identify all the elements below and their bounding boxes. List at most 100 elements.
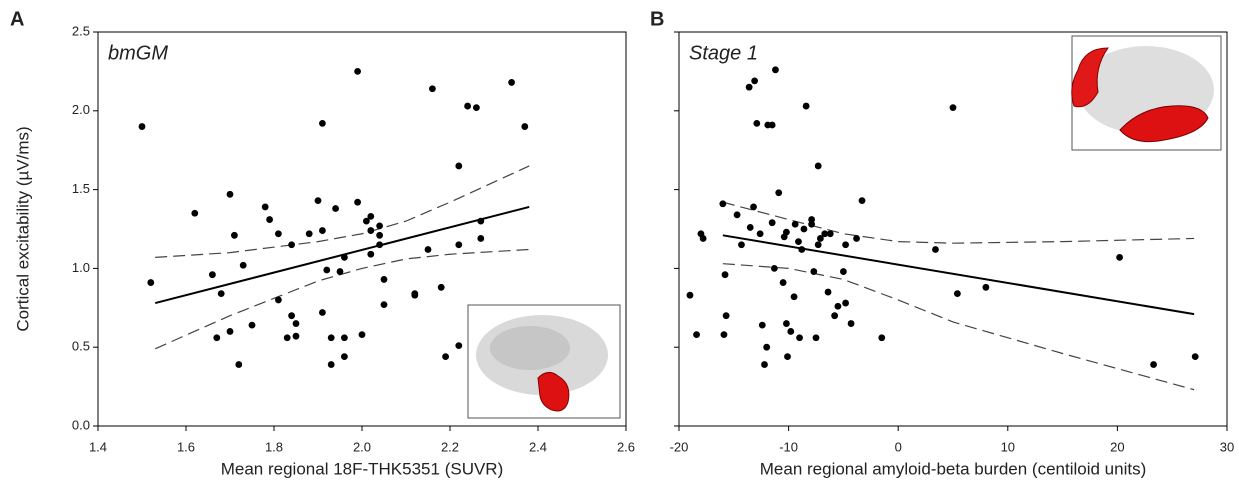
point <box>332 205 339 212</box>
panel-title: Stage 1 <box>689 42 758 64</box>
x-tick-label: 2.2 <box>441 439 459 454</box>
point <box>411 291 419 299</box>
point <box>772 66 779 74</box>
point <box>842 299 849 307</box>
point <box>376 241 383 249</box>
panel: B Stage 1 -20 -10 0 10 20 30 Mean regional amylo… <box>650 8 1234 478</box>
ci-lower <box>154 248 530 350</box>
point <box>367 227 375 234</box>
point <box>319 309 326 316</box>
point <box>275 296 282 304</box>
x-axis-label: Mean regional 18F-THK5351 (SUVR) <box>221 459 504 478</box>
point <box>720 331 728 338</box>
point <box>341 334 348 342</box>
x-tick-label: 30 <box>1220 439 1234 454</box>
point <box>380 276 388 283</box>
x-tick-label: 1.8 <box>265 439 283 454</box>
point <box>719 200 727 208</box>
point <box>949 104 957 112</box>
point <box>327 361 335 368</box>
point <box>790 293 798 301</box>
point <box>358 331 366 338</box>
point <box>455 241 463 249</box>
point <box>226 328 234 335</box>
point <box>473 104 480 112</box>
point <box>314 197 322 205</box>
point <box>834 302 842 310</box>
point <box>424 246 432 253</box>
point <box>763 343 771 351</box>
point <box>775 189 783 197</box>
point <box>779 279 787 286</box>
point <box>217 290 225 298</box>
point <box>784 353 791 361</box>
point <box>787 328 795 335</box>
point <box>693 331 700 338</box>
point <box>341 253 348 261</box>
ci-upper <box>722 201 1195 244</box>
point <box>840 268 847 275</box>
point <box>288 241 295 249</box>
point <box>750 203 757 211</box>
point <box>327 334 335 342</box>
point <box>802 102 810 110</box>
point <box>808 216 816 223</box>
point <box>686 291 694 299</box>
point <box>746 224 754 231</box>
point <box>800 225 808 233</box>
y-tick-label: 1.5 <box>72 181 90 196</box>
point <box>842 241 849 249</box>
y-axis-label: Cortical excitability (µV/ms) <box>13 126 32 331</box>
point <box>376 222 383 230</box>
x-tick-label: -10 <box>779 439 798 454</box>
y-tick-label: 2.0 <box>72 102 90 117</box>
point <box>768 219 776 227</box>
point <box>319 227 326 234</box>
plot-frame <box>678 31 1228 427</box>
point <box>783 228 790 236</box>
point <box>239 261 247 269</box>
ci-lower <box>722 263 1195 391</box>
point <box>768 121 776 129</box>
point <box>354 198 361 206</box>
point <box>231 231 238 239</box>
point <box>1150 361 1157 368</box>
point <box>858 197 866 205</box>
point <box>699 235 707 242</box>
point <box>770 265 778 272</box>
x-tick-label: 0 <box>895 439 902 454</box>
point <box>1191 353 1199 361</box>
point <box>733 211 741 219</box>
point <box>796 334 803 342</box>
point <box>464 102 471 110</box>
point <box>376 231 383 239</box>
point <box>751 77 759 85</box>
point <box>213 334 221 342</box>
point <box>1116 253 1123 261</box>
point <box>932 246 939 253</box>
point <box>477 235 485 242</box>
point <box>354 68 361 75</box>
point <box>761 361 768 368</box>
point <box>982 283 990 291</box>
point <box>248 321 256 329</box>
y-tick-label: 2.5 <box>72 23 90 38</box>
point <box>808 220 816 228</box>
point <box>209 271 216 279</box>
point <box>288 312 295 320</box>
point <box>721 271 729 279</box>
point <box>363 217 370 225</box>
point <box>191 209 199 217</box>
point <box>798 246 806 253</box>
point <box>367 212 375 220</box>
point <box>791 220 799 228</box>
point <box>810 268 818 275</box>
point <box>336 268 344 275</box>
point <box>226 190 234 198</box>
point <box>521 123 529 130</box>
point <box>138 123 146 130</box>
point <box>812 334 820 342</box>
x-axis-label: Mean regional amyloid-beta burden (centi… <box>760 459 1147 478</box>
point <box>319 120 326 127</box>
